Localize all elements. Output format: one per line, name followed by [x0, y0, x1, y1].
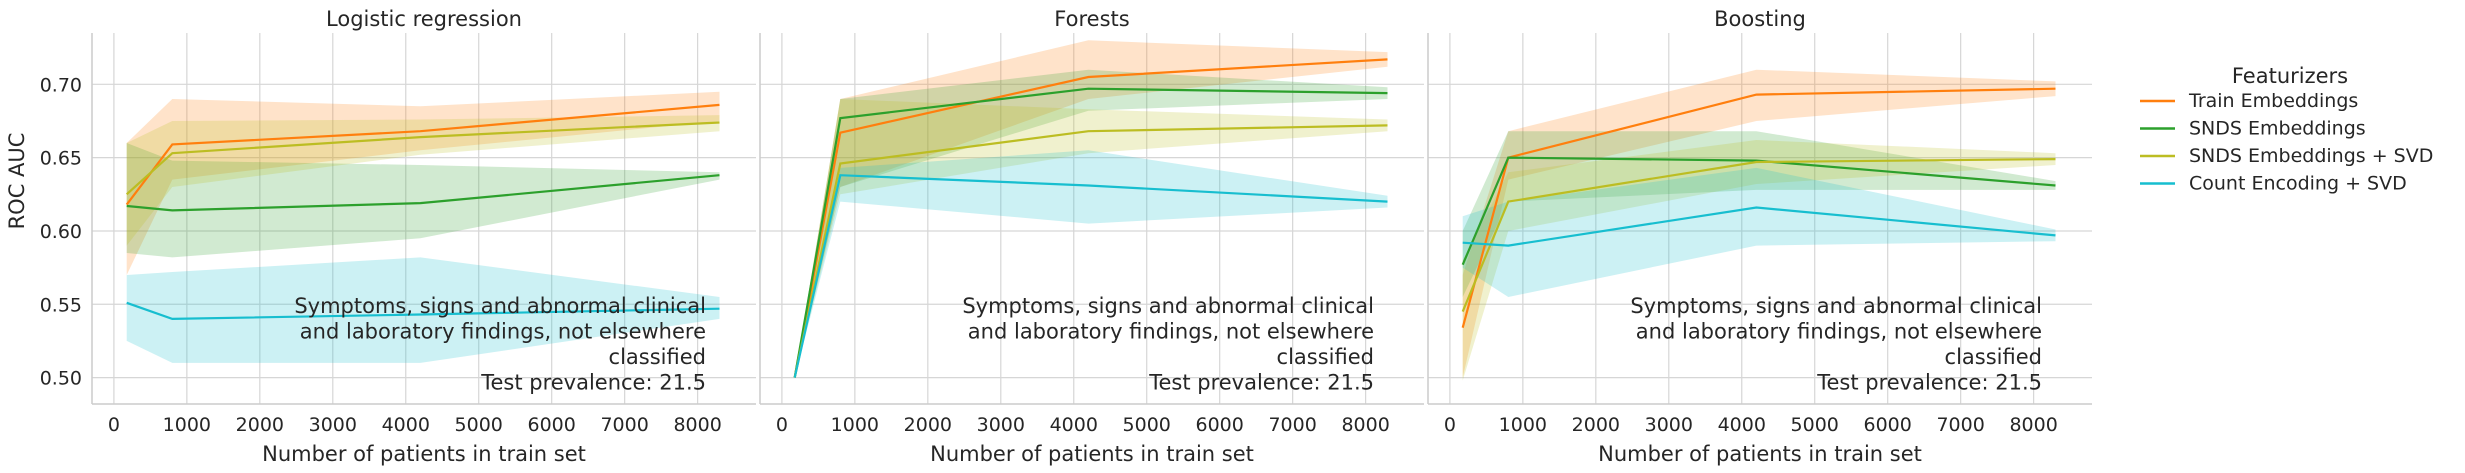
x-tick-label: 3000	[977, 414, 1025, 436]
line-count-encoding-svd	[126, 301, 720, 321]
x-tick-label: 1000	[163, 414, 211, 436]
x-tick-label: 2000	[904, 414, 952, 436]
line-snds-embeddings	[126, 174, 720, 212]
annotation-line: Symptoms, signs and abnormal clinical	[962, 294, 1374, 318]
band-train-embeddings	[126, 91, 720, 275]
y-tick-label: 0.65	[40, 148, 82, 170]
legend-label: SNDS Embeddings + SVD	[2189, 145, 2433, 167]
line-snds-embeddings	[1461, 156, 2056, 266]
annotation-line: classified	[609, 345, 706, 369]
annotation-line: Test prevalence: 21.5	[1816, 371, 2042, 395]
line-count-encoding-svd	[793, 174, 1388, 378]
x-tick-label: 5000	[1123, 414, 1171, 436]
line-snds-embeddings	[793, 87, 1388, 378]
x-tick-label: 3000	[309, 414, 357, 436]
panel-title: Forests	[1054, 7, 1129, 31]
panels: 0 1000 2000 3000 4000 5000 6000 7000 8000 0.50 0.5…	[40, 7, 2092, 466]
x-tick-label: 0	[108, 414, 120, 436]
band-count-encoding-svd	[794, 150, 1388, 378]
annotation: Symptoms, signs and abnormal clinical and…	[294, 294, 706, 395]
line-count-encoding-svd	[1462, 206, 2056, 247]
annotation-line: Test prevalence: 21.5	[1148, 371, 1374, 395]
panel-title: Boosting	[1714, 7, 1806, 31]
band-count-encoding-svd	[1462, 167, 2056, 297]
y-tick-label: 0.70	[40, 74, 82, 96]
legend-label: SNDS Embeddings	[2189, 118, 2366, 140]
x-tick-label: 0	[776, 414, 788, 436]
x-tick-label: 5000	[455, 414, 503, 436]
legend-item-snds-embeddings: SNDS Embeddings	[2140, 118, 2366, 140]
x-tick-label: 7000	[1268, 414, 1316, 436]
x-tick-label: 0	[1444, 414, 1456, 436]
y-tick-label: 0.50	[40, 368, 82, 390]
x-tick-label: 1000	[831, 414, 879, 436]
legend-label: Count Encoding + SVD	[2189, 173, 2407, 195]
legend: Featurizers Train Embeddings SNDS Embeddi…	[2140, 64, 2433, 195]
x-tick-label: 1000	[1499, 414, 1547, 436]
legend-item-train-embeddings: Train Embeddings	[2140, 90, 2358, 112]
x-tick-label: 7000	[600, 414, 648, 436]
panel-logistic-regression: 0 1000 2000 3000 4000 5000 6000 7000 8000 0.50 0.5…	[40, 7, 756, 466]
x-tick-label: 8000	[2009, 414, 2057, 436]
x-tick-label: 6000	[528, 414, 576, 436]
annotation-line: and laboratory findings, not elsewhere	[300, 320, 706, 344]
line-snds-embeddings-svd	[793, 124, 1388, 378]
x-axis-label: Number of patients in train set	[262, 442, 586, 466]
y-axis-label: ROC AUC	[5, 133, 29, 230]
x-tick-label: 7000	[1936, 414, 1984, 436]
annotation-line: classified	[1277, 345, 1374, 369]
x-tick-label: 2000	[236, 414, 284, 436]
x-tick-label: 8000	[1341, 414, 1389, 436]
band-snds-embeddings-svd	[794, 99, 1388, 378]
x-axis-label: Number of patients in train set	[930, 442, 1254, 466]
legend-item-snds-embeddings-svd: SNDS Embeddings + SVD	[2140, 145, 2433, 167]
x-axis-label: Number of patients in train set	[1598, 442, 1922, 466]
band-snds-embeddings	[126, 143, 720, 258]
legend-label: Train Embeddings	[2188, 90, 2358, 112]
x-tick-label: 4000	[1050, 414, 1098, 436]
line-snds-embeddings-svd	[1461, 158, 2056, 313]
line-snds-embeddings-svd	[125, 121, 720, 196]
annotation: Symptoms, signs and abnormal clinical and…	[962, 294, 1374, 395]
band-snds-embeddings-svd	[126, 115, 720, 246]
panel-title: Logistic regression	[326, 7, 522, 31]
x-tick-label: 4000	[382, 414, 430, 436]
annotation-line: classified	[1945, 345, 2042, 369]
legend-item-count-encoding-svd: Count Encoding + SVD	[2140, 173, 2407, 195]
x-tick-label: 3000	[1645, 414, 1693, 436]
band-count-encoding-svd	[126, 257, 720, 363]
x-tick-label: 8000	[673, 414, 721, 436]
annotation-line: and laboratory findings, not elsewhere	[968, 320, 1374, 344]
line-train-embeddings	[793, 58, 1388, 378]
annotation-line: and laboratory findings, not elsewhere	[1636, 320, 2042, 344]
y-tick-label: 0.60	[40, 221, 82, 243]
band-train-embeddings	[794, 40, 1388, 378]
annotation-line: Symptoms, signs and abnormal clinical	[294, 294, 706, 318]
legend-title: Featurizers	[2232, 64, 2348, 88]
x-tick-label: 6000	[1196, 414, 1244, 436]
x-tick-label: 6000	[1864, 414, 1912, 436]
x-tick-label: 5000	[1791, 414, 1839, 436]
panel-forests: 0 1000 2000 3000 4000 5000 6000 7000 8000 Forests…	[759, 7, 1424, 466]
annotation-line: Symptoms, signs and abnormal clinical	[1630, 294, 2042, 318]
band-snds-embeddings-svd	[1462, 140, 2056, 381]
band-snds-embeddings	[794, 69, 1388, 378]
x-tick-label: 4000	[1718, 414, 1766, 436]
y-tick-label: 0.55	[40, 294, 82, 316]
annotation-line: Test prevalence: 21.5	[480, 371, 706, 395]
band-train-embeddings	[1462, 69, 2056, 378]
line-train-embeddings	[1461, 87, 2056, 328]
panel-boosting: 0 1000 2000 3000 4000 5000 6000 7000 8000 Boostin…	[1427, 7, 2092, 466]
annotation: Symptoms, signs and abnormal clinical and…	[1630, 294, 2042, 395]
x-tick-label: 2000	[1572, 414, 1620, 436]
